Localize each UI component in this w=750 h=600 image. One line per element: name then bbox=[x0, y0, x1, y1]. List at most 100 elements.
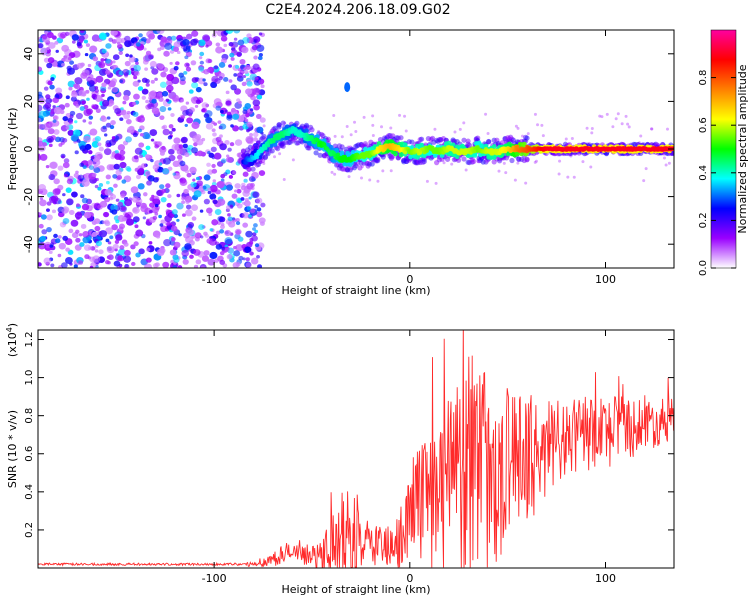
noise-speck bbox=[84, 143, 92, 150]
noise-speck bbox=[134, 147, 143, 155]
noise-speck bbox=[180, 115, 186, 119]
noise-speck bbox=[144, 154, 150, 159]
noise-speck bbox=[184, 243, 192, 250]
spectral-point bbox=[309, 135, 314, 140]
noise-speck bbox=[104, 133, 108, 137]
noise-speck bbox=[74, 120, 78, 124]
noise-speck bbox=[132, 216, 140, 223]
noise-speck bbox=[233, 30, 241, 34]
noise-speck bbox=[61, 155, 65, 159]
noise-speck bbox=[213, 98, 222, 106]
noise-speck bbox=[38, 97, 46, 104]
noise-speck bbox=[145, 170, 151, 176]
noise-speck bbox=[38, 144, 46, 152]
snr-frame bbox=[37, 329, 675, 569]
noise-speck bbox=[187, 229, 194, 236]
noise-speck bbox=[251, 44, 258, 51]
spectral-point bbox=[454, 154, 460, 160]
noise-speck bbox=[194, 232, 202, 239]
noise-speck bbox=[110, 204, 118, 211]
noise-speck bbox=[598, 114, 602, 118]
noise-speck bbox=[54, 188, 61, 194]
noise-speck bbox=[433, 127, 437, 131]
noise-speck bbox=[199, 209, 204, 213]
noise-speck bbox=[91, 141, 100, 148]
noise-speck bbox=[143, 47, 147, 51]
noise-speck bbox=[148, 54, 154, 60]
noise-speck bbox=[81, 100, 86, 105]
noise-speck bbox=[176, 149, 183, 155]
noise-speck bbox=[184, 169, 190, 174]
noise-speck bbox=[233, 37, 238, 41]
noise-speck bbox=[50, 77, 55, 82]
noise-speck bbox=[64, 102, 70, 108]
noise-speck bbox=[201, 102, 209, 109]
noise-speck bbox=[152, 164, 159, 171]
noise-speck bbox=[244, 118, 249, 123]
noise-speck bbox=[117, 255, 125, 262]
noise-speck bbox=[136, 204, 140, 208]
noise-speck bbox=[53, 233, 58, 239]
noise-speck bbox=[132, 80, 140, 87]
spectral-point bbox=[244, 160, 249, 165]
noise-speck bbox=[145, 50, 152, 56]
spectral-point bbox=[509, 157, 515, 164]
noise-speck bbox=[111, 136, 116, 140]
noise-speck bbox=[626, 122, 630, 126]
noise-speck bbox=[105, 69, 111, 75]
noise-speck bbox=[220, 223, 225, 227]
noise-speck bbox=[191, 77, 198, 83]
noise-speck bbox=[54, 238, 61, 244]
noise-speck bbox=[616, 112, 620, 116]
noise-speck bbox=[206, 162, 211, 167]
noise-speck bbox=[246, 121, 253, 128]
noise-speck bbox=[170, 112, 175, 117]
noise-speck bbox=[256, 94, 263, 100]
noise-speck bbox=[228, 79, 233, 83]
noise-speck bbox=[130, 244, 136, 250]
noise-speck bbox=[91, 105, 96, 109]
spectral-point bbox=[362, 141, 368, 147]
noise-speck bbox=[173, 137, 181, 144]
noise-speck bbox=[245, 112, 250, 118]
noise-speck bbox=[49, 84, 55, 90]
spectral-point bbox=[280, 120, 286, 126]
spectral-point bbox=[303, 122, 310, 128]
y-tick-label: 40 bbox=[22, 47, 35, 61]
noise-speck bbox=[82, 165, 87, 169]
page-title: C2E4.2024.206.18.09.G02 bbox=[265, 2, 451, 18]
noise-speck bbox=[154, 144, 160, 149]
noise-speck bbox=[120, 193, 126, 199]
noise-speck bbox=[123, 264, 130, 268]
noise-speck bbox=[150, 90, 157, 97]
noise-speck bbox=[208, 212, 213, 217]
spectral-point bbox=[421, 158, 427, 165]
noise-speck bbox=[88, 150, 93, 155]
noise-speck bbox=[105, 142, 111, 148]
noise-speck bbox=[219, 251, 225, 256]
noise-speck bbox=[211, 163, 216, 168]
noise-speck bbox=[162, 168, 170, 175]
noise-speck bbox=[211, 128, 216, 133]
noise-speck bbox=[226, 111, 232, 116]
noise-speck bbox=[102, 220, 107, 225]
noise-speck bbox=[250, 95, 256, 101]
noise-speck bbox=[169, 131, 173, 135]
noise-speck bbox=[249, 251, 254, 256]
noise-speck bbox=[90, 155, 95, 160]
noise-speck bbox=[122, 100, 127, 105]
noise-speck bbox=[124, 212, 129, 217]
noise-speck bbox=[224, 140, 230, 145]
noise-speck bbox=[234, 139, 243, 146]
noise-speck bbox=[256, 126, 264, 134]
noise-speck bbox=[186, 172, 192, 178]
noise-speck bbox=[57, 253, 62, 258]
noise-speck bbox=[135, 174, 142, 180]
noise-speck bbox=[111, 64, 117, 70]
noise-speck bbox=[644, 167, 648, 171]
noise-speck bbox=[221, 246, 226, 251]
noise-speck bbox=[242, 212, 250, 219]
noise-speck bbox=[113, 260, 121, 267]
noise-speck bbox=[205, 123, 214, 130]
